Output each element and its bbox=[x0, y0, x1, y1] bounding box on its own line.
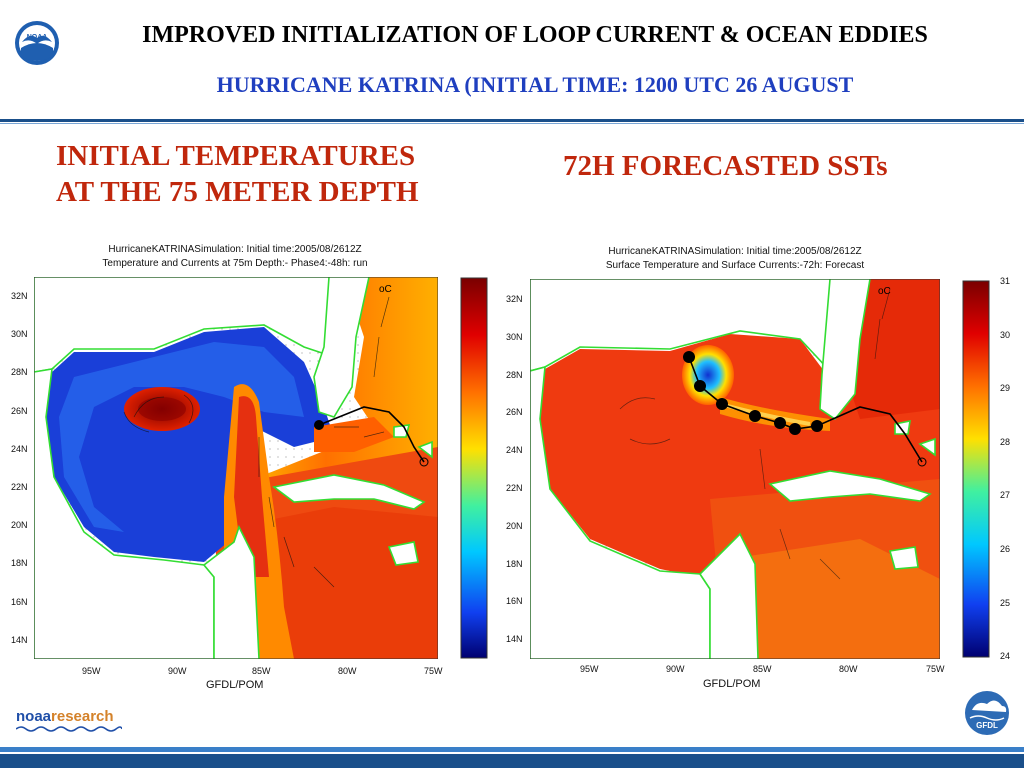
longitude-tick-label: 75W bbox=[424, 666, 443, 676]
colorbar-tick-label: 24 bbox=[1000, 651, 1011, 662]
longitude-tick-label: 80W bbox=[839, 664, 858, 674]
gfdl-text: GFDL bbox=[976, 721, 998, 730]
latitude-tick-label: 14N bbox=[11, 634, 28, 645]
gfdl-logo: GFDL bbox=[965, 691, 1009, 735]
noaa-research-noaa: noaa bbox=[16, 708, 52, 725]
left-map-title-line1: HurricaneKATRINASimulation: Initial time… bbox=[108, 244, 362, 255]
longitude-tick-label: 90W bbox=[168, 666, 187, 676]
latitude-tick-label: 20N bbox=[506, 520, 523, 531]
left-heading-line1: INITIAL TEMPERATURES bbox=[56, 140, 416, 172]
colorbar-tick-label: 26 bbox=[1000, 544, 1011, 554]
right-xlabel: GFDL/POM bbox=[703, 678, 761, 690]
right-map-title-line2: Surface Temperature and Surface Currents… bbox=[605, 260, 865, 271]
right-panel-heading: 72H FORECASTED SSTs bbox=[563, 150, 888, 182]
page-title: IMPROVED INITIALIZATION OF LOOP CURRENT … bbox=[142, 22, 928, 48]
longitude-tick-label: 95W bbox=[82, 666, 101, 676]
left-heading-line2: AT THE 75 METER DEPTH bbox=[56, 176, 419, 208]
right-unit-label: oC bbox=[878, 286, 891, 297]
latitude-tick-label: 26N bbox=[506, 407, 523, 418]
left-xlabel: GFDL/POM bbox=[206, 679, 264, 691]
wave-icon bbox=[16, 726, 122, 732]
header-divider bbox=[0, 119, 1024, 122]
colorbar-tick-label: 31 bbox=[1000, 276, 1011, 286]
header-divider-thin bbox=[0, 123, 1024, 124]
colorbar-tick-label: 25 bbox=[1000, 597, 1011, 608]
longitude-tick-label: 90W bbox=[666, 664, 685, 674]
latitude-tick-label: 18N bbox=[506, 558, 523, 569]
right-map-title-line1: HurricaneKATRINASimulation: Initial time… bbox=[608, 246, 862, 257]
longitude-tick-label: 80W bbox=[338, 666, 357, 676]
latitude-tick-label: 16N bbox=[506, 596, 523, 607]
logo-text: NOAA bbox=[27, 34, 48, 41]
longitude-tick-label: 75W bbox=[926, 664, 945, 674]
latitude-tick-label: 26N bbox=[11, 405, 28, 416]
left-colorbar bbox=[460, 277, 488, 659]
right-sst-map: oC bbox=[530, 279, 940, 659]
latitude-tick-label: 16N bbox=[11, 596, 28, 607]
latitude-tick-label: 22N bbox=[506, 483, 523, 493]
latitude-tick-label: 22N bbox=[11, 482, 28, 492]
latitude-tick-label: 28N bbox=[506, 369, 523, 380]
colorbar-tick-label: 27 bbox=[1000, 490, 1011, 501]
left-temperature-map: oC bbox=[34, 277, 438, 659]
latitude-tick-label: 14N bbox=[506, 634, 523, 645]
longitude-tick-label: 85W bbox=[252, 666, 271, 676]
latitude-tick-label: 24N bbox=[11, 443, 28, 454]
noaa-logo: NOAA bbox=[15, 21, 59, 65]
colorbar-tick-label: 28 bbox=[1000, 436, 1011, 447]
longitude-tick-label: 95W bbox=[580, 664, 599, 674]
latitude-tick-label: 20N bbox=[11, 520, 28, 531]
page-subtitle: HURRICANE KATRINA (INITIAL TIME: 1200 UT… bbox=[216, 72, 854, 97]
left-unit-label: oC bbox=[379, 284, 392, 295]
left-panel-heading: INITIAL TEMPERATURES AT THE 75 METER DEP… bbox=[56, 138, 419, 210]
latitude-tick-label: 18N bbox=[11, 558, 28, 569]
latitude-tick-label: 30N bbox=[11, 329, 28, 340]
left-map-title-line2: Temperature and Currents at 75m Depth:- … bbox=[102, 258, 368, 269]
colorbar-tick-label: 29 bbox=[1000, 383, 1011, 394]
latitude-tick-label: 32N bbox=[11, 291, 28, 301]
latitude-tick-label: 30N bbox=[506, 331, 523, 342]
latitude-tick-label: 32N bbox=[506, 294, 523, 304]
right-colorbar bbox=[962, 280, 990, 658]
left-map-title: HurricaneKATRINASimulation: Initial time… bbox=[34, 243, 436, 271]
noaa-research-research: research bbox=[51, 708, 114, 725]
footer-bar-dark bbox=[0, 754, 1024, 768]
right-map-title: HurricaneKATRINASimulation: Initial time… bbox=[530, 245, 940, 273]
colorbar-tick-label: 30 bbox=[1000, 329, 1011, 340]
latitude-tick-label: 28N bbox=[11, 367, 28, 378]
noaa-research-logo: noaaresearch bbox=[16, 708, 122, 733]
footer-bar-light bbox=[0, 747, 1024, 752]
longitude-tick-label: 85W bbox=[753, 664, 772, 674]
latitude-tick-label: 24N bbox=[506, 445, 523, 456]
